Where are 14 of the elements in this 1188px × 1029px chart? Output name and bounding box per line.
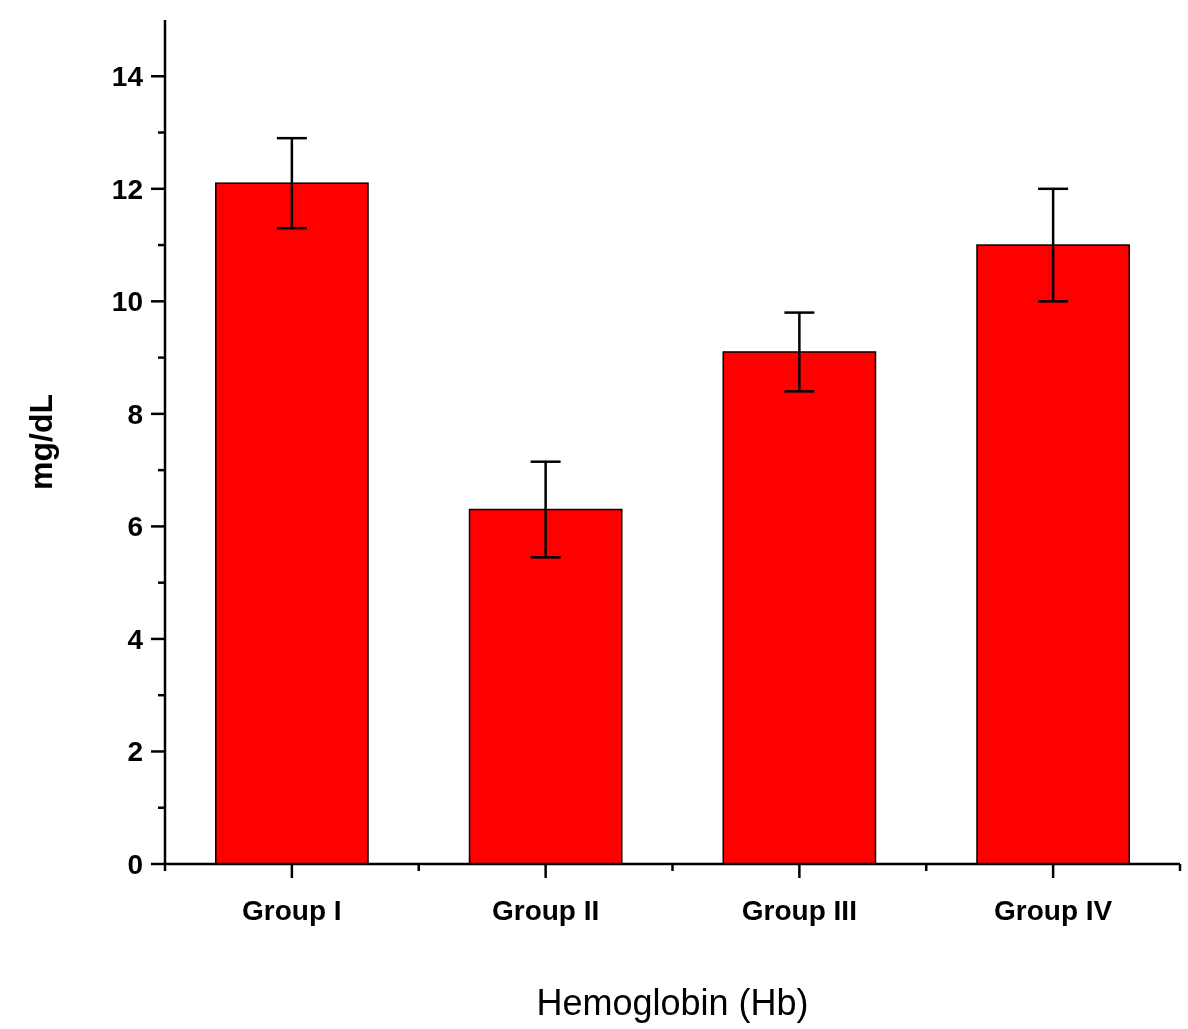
y-tick-label: 4 [127,623,144,655]
y-tick-label: 0 [127,848,143,880]
x-axis-title: Hemoglobin (Hb) [536,982,809,1023]
y-tick-label: 12 [111,173,143,205]
x-tick-label: Group II [491,895,600,926]
x-tick-label: Group III [741,895,857,926]
y-tick-label: 10 [111,286,143,318]
y-tick-label: 14 [111,61,144,93]
x-tick-label: Group I [242,895,342,926]
y-tick-label: 8 [127,398,143,430]
x-tick-label: Group IV [994,895,1113,926]
y-tick-label: 6 [127,511,143,543]
y-axis-title: mg/dL [23,394,59,490]
y-tick-label: 2 [127,736,143,768]
